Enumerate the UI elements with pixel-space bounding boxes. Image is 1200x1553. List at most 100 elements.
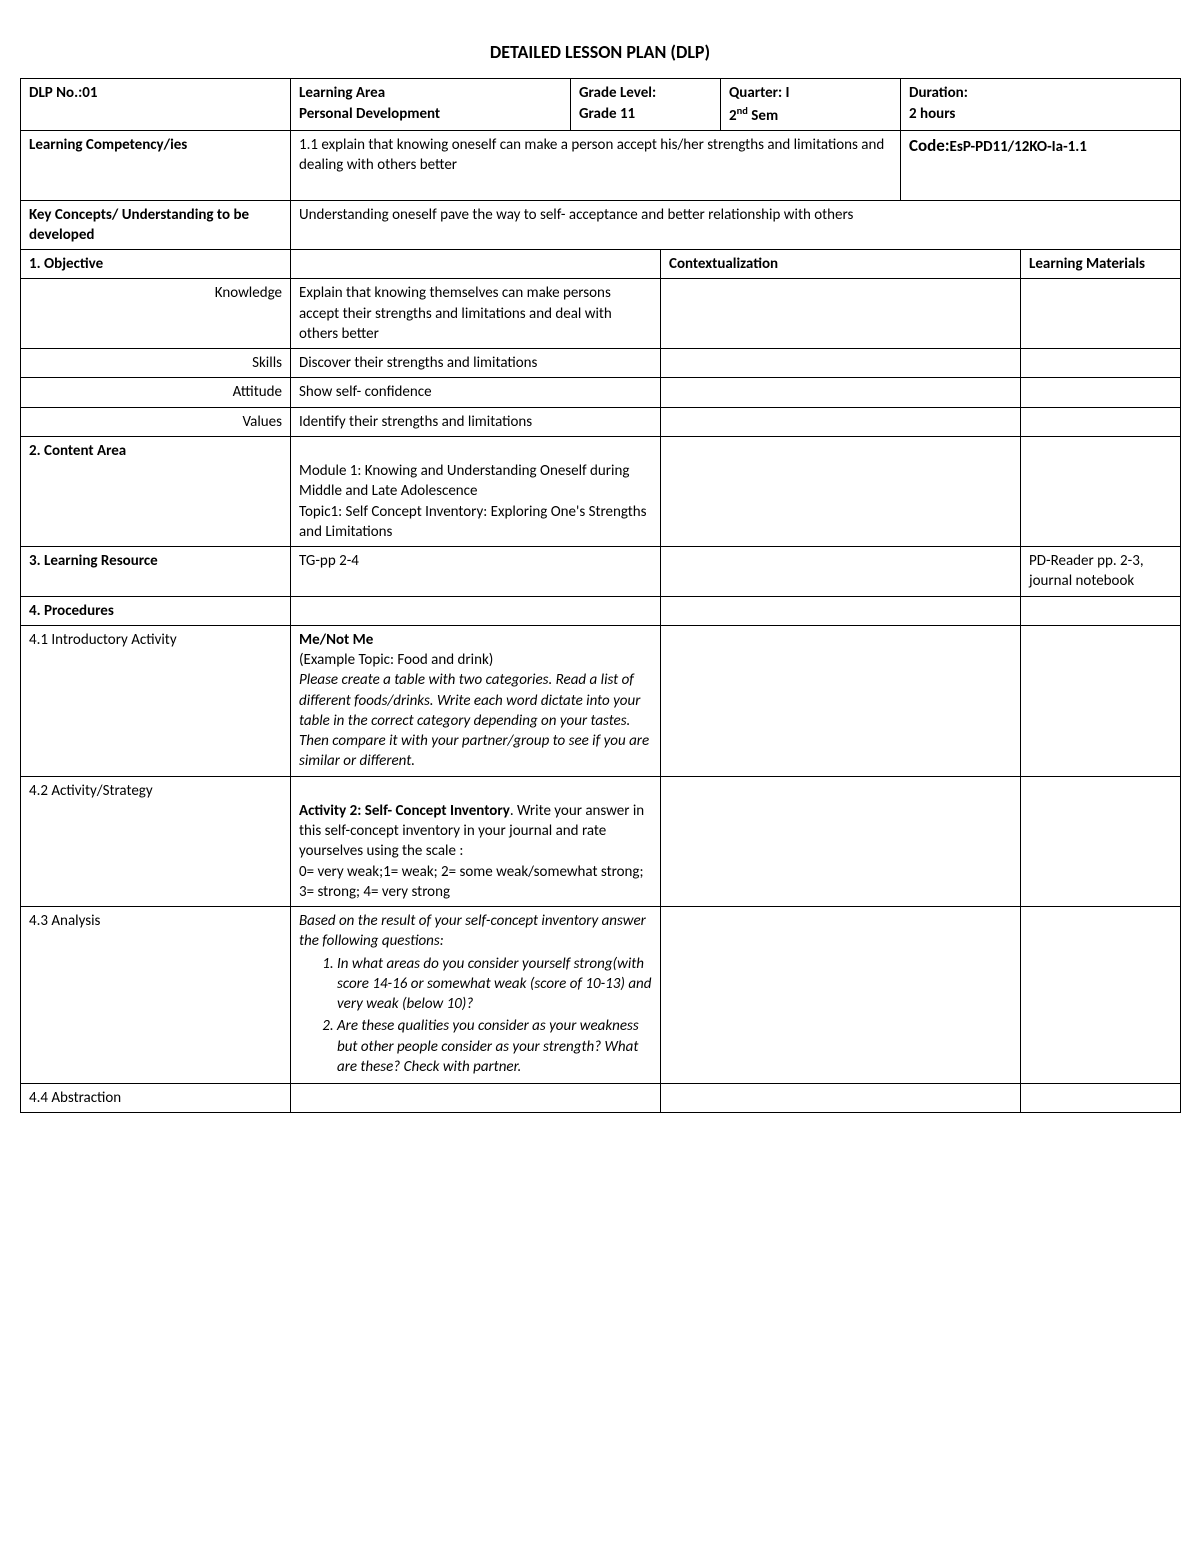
duration-label: Duration: <box>909 84 968 102</box>
intro-activity-materials-cell <box>1021 625 1181 776</box>
key-concepts-label: Key Concepts/ Understanding to be develo… <box>29 206 249 244</box>
materials-label: Learning Materials <box>1029 255 1145 273</box>
competency-label: Learning Competency/ies <box>29 136 187 154</box>
intro-activity-body: Please create a table with two categorie… <box>299 671 649 770</box>
skills-context-cell <box>661 349 1021 378</box>
abstraction-text-cell <box>291 1084 661 1113</box>
key-concepts-text-cell: Understanding oneself pave the way to se… <box>291 200 1181 250</box>
attitude-text-cell: Show self- confidence <box>291 378 661 407</box>
key-concepts-label-cell: Key Concepts/ Understanding to be develo… <box>21 200 291 250</box>
learning-area-value: Personal Development <box>299 105 440 123</box>
knowledge-text: Explain that knowing themselves can make… <box>299 284 612 343</box>
learning-resource-label-cell: 3. Learning Resource <box>21 547 291 597</box>
knowledge-context-cell <box>661 279 1021 349</box>
intro-activity-title: Me/Not Me <box>299 631 373 649</box>
grade-level-value: Grade 11 <box>579 105 635 123</box>
learning-resource-label: 3. Learning Resource <box>29 552 158 570</box>
activity-strategy-label-cell: 4.2 Activity/Strategy <box>21 776 291 907</box>
contextualization-header-cell: Contextualization <box>661 250 1021 279</box>
values-text: Identify their strengths and limitations <box>299 413 532 431</box>
code-label: Code: <box>909 135 950 156</box>
intro-activity-subtitle: (Example Topic: Food and drink) <box>299 651 493 669</box>
analysis-question-list: In what areas do you consider yourself s… <box>299 954 652 1078</box>
key-concepts-text: Understanding oneself pave the way to se… <box>299 206 853 224</box>
quarter-cell: Quarter: I 2nd Sem <box>721 79 901 131</box>
learning-resource-text: TG-pp 2-4 <box>299 552 359 570</box>
code-value: EsP-PD11/12KO-Ia-1.1 <box>950 138 1087 156</box>
content-area-text-cell: Module 1: Knowing and Understanding Ones… <box>291 436 661 546</box>
learning-resource-materials-cell: PD-Reader pp. 2-3, journal notebook <box>1021 547 1181 597</box>
analysis-label-cell: 4.3 Analysis <box>21 907 291 1084</box>
content-area-label: 2. Content Area <box>29 442 126 460</box>
skills-text-cell: Discover their strengths and limitations <box>291 349 661 378</box>
attitude-label-cell: Attitude <box>21 378 291 407</box>
content-area-label-cell: 2. Content Area <box>21 436 291 546</box>
abstraction-label-cell: 4.4 Abstraction <box>21 1084 291 1113</box>
document-title: DETAILED LESSON PLAN (DLP) <box>20 40 1180 64</box>
values-materials-cell <box>1021 407 1181 436</box>
learning-resource-materials: PD-Reader pp. 2-3, journal notebook <box>1029 552 1144 590</box>
intro-activity-context-cell <box>661 625 1021 776</box>
abstraction-label: 4.4 Abstraction <box>29 1089 121 1107</box>
objective-blank-cell <box>291 250 661 279</box>
dlp-no-label: DLP No.:01 <box>29 84 97 102</box>
abstraction-context-cell <box>661 1084 1021 1113</box>
values-label-cell: Values <box>21 407 291 436</box>
skills-materials-cell <box>1021 349 1181 378</box>
content-area-context-cell <box>661 436 1021 546</box>
activity-strategy-title: Activity 2: Self- Concept Inventory <box>299 802 510 820</box>
attitude-label: Attitude <box>233 383 282 401</box>
quarter-label: Quarter: I <box>729 84 790 102</box>
activity-strategy-label: 4.2 Activity/Strategy <box>29 782 153 800</box>
objective-label: 1. Objective <box>29 255 103 273</box>
competency-label-cell: Learning Competency/ies <box>21 130 291 200</box>
procedures-materials-cell <box>1021 596 1181 625</box>
intro-activity-text-cell: Me/Not Me (Example Topic: Food and drink… <box>291 625 661 776</box>
analysis-materials-cell <box>1021 907 1181 1084</box>
code-cell: Code:EsP-PD11/12KO-Ia-1.1 <box>901 130 1181 200</box>
abstraction-materials-cell <box>1021 1084 1181 1113</box>
procedures-label-cell: 4. Procedures <box>21 596 291 625</box>
objective-label-cell: 1. Objective <box>21 250 291 279</box>
contextualization-label: Contextualization <box>669 255 778 273</box>
knowledge-label-cell: Knowledge <box>21 279 291 349</box>
activity-strategy-context-cell <box>661 776 1021 907</box>
dlp-no-cell: DLP No.:01 <box>21 79 291 131</box>
quarter-value: 2nd Sem <box>729 107 778 125</box>
learning-area-cell: Learning Area Personal Development <box>291 79 571 131</box>
values-label: Values <box>242 413 282 431</box>
skills-label-cell: Skills <box>21 349 291 378</box>
duration-value: 2 hours <box>909 105 955 123</box>
lesson-plan-page: DETAILED LESSON PLAN (DLP) DLP No.:01 Le… <box>20 40 1180 1113</box>
procedures-blank-cell <box>291 596 661 625</box>
content-area-materials-cell <box>1021 436 1181 546</box>
analysis-q2: Are these qualities you consider as your… <box>337 1016 652 1077</box>
skills-text: Discover their strengths and limitations <box>299 354 537 372</box>
analysis-label: 4.3 Analysis <box>29 912 100 930</box>
lesson-plan-table: DLP No.:01 Learning Area Personal Develo… <box>20 78 1181 1113</box>
learning-resource-text-cell: TG-pp 2-4 <box>291 547 661 597</box>
attitude-materials-cell <box>1021 378 1181 407</box>
knowledge-text-cell: Explain that knowing themselves can make… <box>291 279 661 349</box>
attitude-text: Show self- confidence <box>299 383 432 401</box>
competency-text-cell: 1.1 explain that knowing oneself can mak… <box>291 130 901 200</box>
procedures-context-cell <box>661 596 1021 625</box>
intro-activity-label: 4.1 Introductory Activity <box>29 631 177 649</box>
procedures-label: 4. Procedures <box>29 602 114 620</box>
content-area-text: Module 1: Knowing and Understanding Ones… <box>299 462 646 541</box>
duration-cell: Duration: 2 hours <box>901 79 1181 131</box>
grade-level-cell: Grade Level: Grade 11 <box>571 79 721 131</box>
competency-text: 1.1 explain that knowing oneself can mak… <box>299 136 884 174</box>
skills-label: Skills <box>252 354 282 372</box>
learning-resource-context-cell <box>661 547 1021 597</box>
materials-header-cell: Learning Materials <box>1021 250 1181 279</box>
analysis-lead: Based on the result of your self-concept… <box>299 912 646 950</box>
learning-area-label: Learning Area <box>299 84 385 102</box>
analysis-text-cell: Based on the result of your self-concept… <box>291 907 661 1084</box>
analysis-q1: In what areas do you consider yourself s… <box>337 954 652 1015</box>
attitude-context-cell <box>661 378 1021 407</box>
values-context-cell <box>661 407 1021 436</box>
analysis-context-cell <box>661 907 1021 1084</box>
activity-strategy-materials-cell <box>1021 776 1181 907</box>
activity-strategy-text-cell: Activity 2: Self- Concept Inventory. Wri… <box>291 776 661 907</box>
